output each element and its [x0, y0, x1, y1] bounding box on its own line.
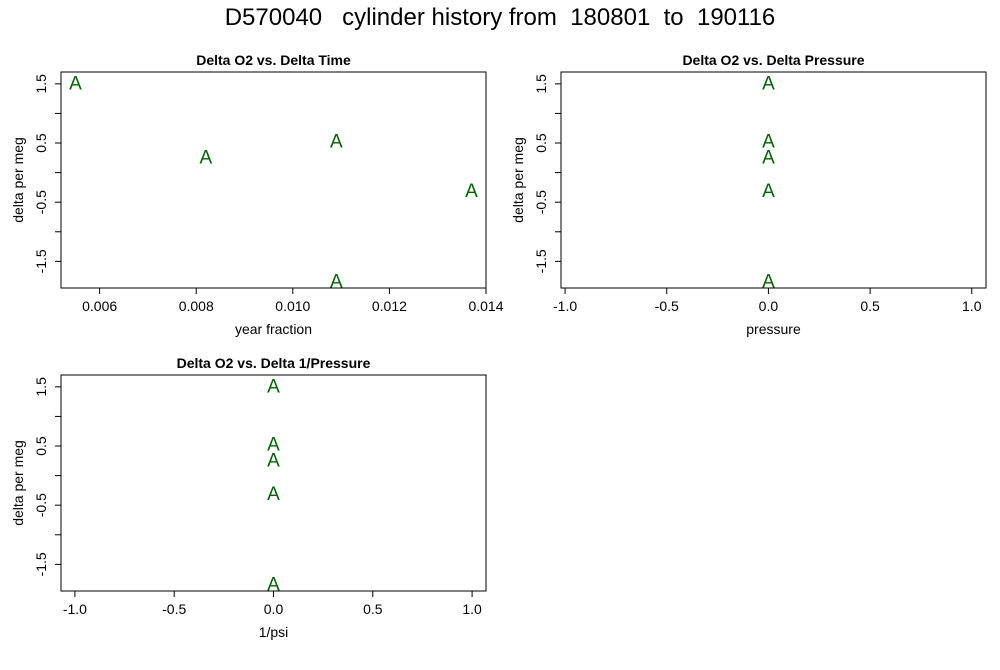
plot1-data-point: A	[465, 181, 478, 202]
plot2-x-tick-label: -0.5	[655, 298, 679, 314]
plot2-y-tick-label: 0.5	[533, 133, 549, 153]
plot1-data-point: A	[330, 272, 343, 293]
plot1-x-axis-label: year fraction	[235, 321, 312, 337]
plot3-y-tick-label: 0.5	[33, 436, 49, 456]
plot3-y-tick-label: -1.5	[33, 552, 49, 576]
plot1-x-tick-label: 0.006	[82, 298, 117, 314]
plot2-y-tick-label: -0.5	[533, 190, 549, 214]
plot2-data-point: A	[762, 272, 775, 293]
plot3-x-tick-label: 1.0	[462, 601, 482, 617]
plot3-title: Delta O2 vs. Delta 1/Pressure	[177, 355, 371, 371]
plot3-data-point: A	[267, 376, 280, 397]
plot2-x-tick-label: -1.0	[553, 298, 577, 314]
plot2-data-point: A	[762, 147, 775, 168]
plot3-data-point: A	[267, 575, 280, 596]
plot2-y-tick-label: -1.5	[533, 249, 549, 273]
plot3-y-tick-label: -0.5	[33, 493, 49, 517]
plot2-x-tick-label: 0.5	[860, 298, 880, 314]
plot3-x-tick-label: 0.5	[363, 601, 383, 617]
plot1-data-point: A	[69, 73, 82, 94]
plot2-x-axis-label: pressure	[746, 321, 801, 337]
plot3-x-tick-label: -1.0	[63, 601, 87, 617]
plot1-data-point: A	[330, 131, 343, 152]
plot1-x-tick-label: 0.014	[468, 298, 503, 314]
plot1-y-axis-label: delta per meg	[10, 137, 26, 223]
plot2-frame	[560, 71, 987, 289]
plot1-frame	[60, 71, 487, 289]
plot3-data-point: A	[267, 450, 280, 471]
page-title: D570040 cylinder history from 180801 to …	[224, 4, 776, 31]
plot1-x-tick-label: 0.008	[179, 298, 214, 314]
plot1-y-tick-label: 0.5	[33, 133, 49, 153]
plot2-data-point: A	[762, 181, 775, 202]
plot2-x-tick-label: 1.0	[962, 298, 982, 314]
plot3-x-tick-label: -0.5	[162, 601, 186, 617]
plot1-x-tick-label: 0.010	[275, 298, 310, 314]
plot2-data-point: A	[762, 131, 775, 152]
plot3-y-axis-label: delta per meg	[10, 440, 26, 526]
plot1-y-tick-label: 1.5	[33, 74, 49, 94]
plot1-title: Delta O2 vs. Delta Time	[196, 52, 351, 68]
plot2-title: Delta O2 vs. Delta Pressure	[682, 52, 864, 68]
plot1-y-tick-label: -1.5	[33, 249, 49, 273]
plot2-y-tick-label: 1.5	[533, 74, 549, 94]
plot1-y-tick-label: -0.5	[33, 190, 49, 214]
plot3-x-axis-label: 1/psi	[259, 624, 289, 640]
plot3-y-tick-label: 1.5	[33, 377, 49, 397]
plot2-x-tick-label: 0.0	[759, 298, 779, 314]
plot1-x-tick-label: 0.012	[372, 298, 407, 314]
plot3-data-point: A	[267, 434, 280, 455]
plot3-data-point: A	[267, 484, 280, 505]
plot2-y-axis-label: delta per meg	[510, 137, 526, 223]
plot2-data-point: A	[762, 73, 775, 94]
plot3-frame	[60, 374, 487, 592]
plot3-x-tick-label: 0.0	[264, 601, 284, 617]
plot1-data-point: A	[200, 147, 213, 168]
